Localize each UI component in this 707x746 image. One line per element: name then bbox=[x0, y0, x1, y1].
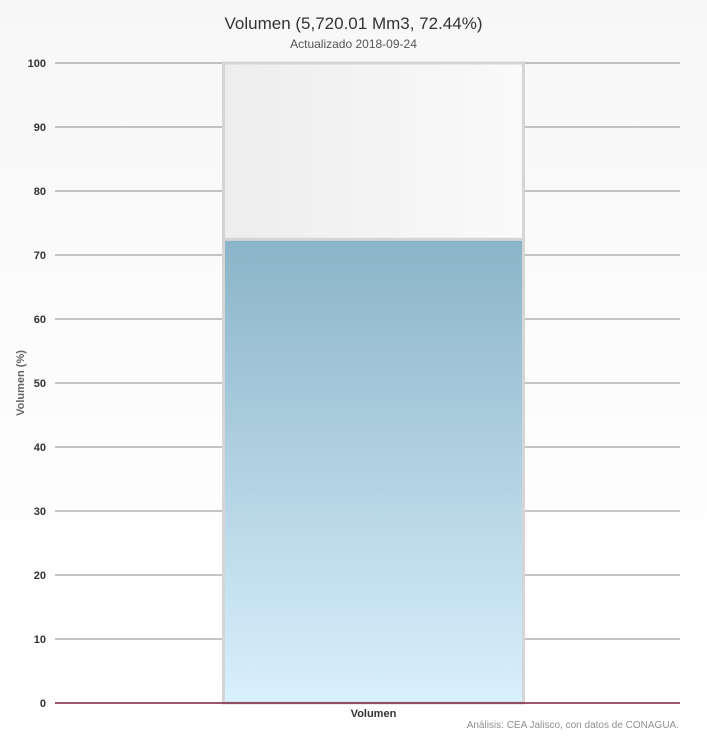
y-tick-label: 20 bbox=[34, 570, 46, 582]
axes: 0 10 20 30 40 50 60 70 80 90 100 Volumen (%) Volumen bbox=[15, 58, 680, 720]
y-tick-label: 90 bbox=[34, 122, 46, 134]
y-tick-label: 0 bbox=[40, 698, 46, 710]
y-tick-label: 100 bbox=[28, 58, 46, 70]
y-tick-label: 50 bbox=[34, 378, 46, 390]
y-tick-label: 70 bbox=[34, 250, 46, 262]
y-tick-label: 40 bbox=[34, 442, 46, 454]
x-tick-label: Volumen bbox=[351, 708, 397, 720]
chart-subtitle: Actualizado 2018-09-24 bbox=[290, 37, 417, 51]
chart-title: Volumen (5,720.01 Mm3, 72.44%) bbox=[224, 14, 483, 33]
y-tick-label: 30 bbox=[34, 506, 46, 518]
bar-series bbox=[222, 61, 525, 705]
y-tick-label: 80 bbox=[34, 186, 46, 198]
volume-bar[interactable] bbox=[222, 237, 525, 705]
y-axis-title: Volumen (%) bbox=[15, 350, 27, 416]
y-tick-label: 10 bbox=[34, 634, 46, 646]
credits-text[interactable]: Análisis: CEA Jalisco, con datos de CONA… bbox=[466, 720, 679, 731]
y-tick-label: 60 bbox=[34, 314, 46, 326]
capacity-bar[interactable] bbox=[222, 61, 525, 241]
